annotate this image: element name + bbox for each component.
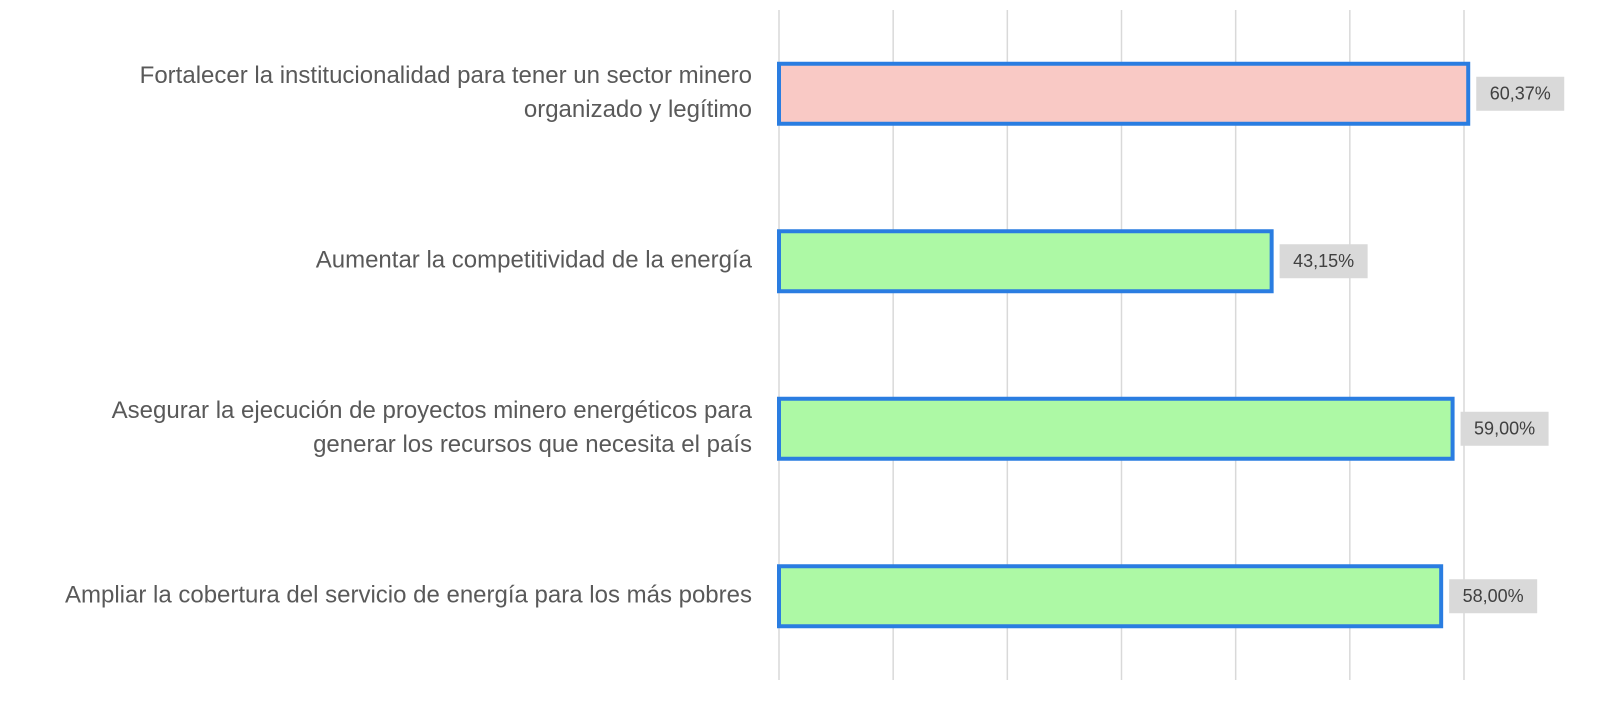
category-label: Aumentar la competitividad de la energía (316, 247, 753, 274)
category-label: organizado y legítimo (524, 96, 752, 123)
bar (777, 61, 1471, 126)
value-label: 60,37% (1490, 84, 1551, 104)
value-label-bg (1449, 579, 1538, 614)
bar (777, 564, 1444, 629)
bar (777, 396, 1455, 461)
category-label: generar los recursos que necesita el paí… (313, 431, 752, 458)
value-label: 59,00% (1474, 419, 1535, 439)
value-label-bg (1279, 244, 1368, 279)
category-label: Fortalecer la institucionalidad para ten… (140, 62, 752, 89)
value-label: 43,15% (1293, 251, 1354, 271)
category-label: Asegurar la ejecución de proyectos miner… (112, 397, 753, 424)
value-label: 58,00% (1463, 586, 1524, 606)
value-label-bg (1476, 76, 1565, 111)
category-label: Ampliar la cobertura del servicio de ene… (65, 582, 752, 609)
value-label-bg (1460, 411, 1549, 446)
bar (777, 229, 1274, 294)
